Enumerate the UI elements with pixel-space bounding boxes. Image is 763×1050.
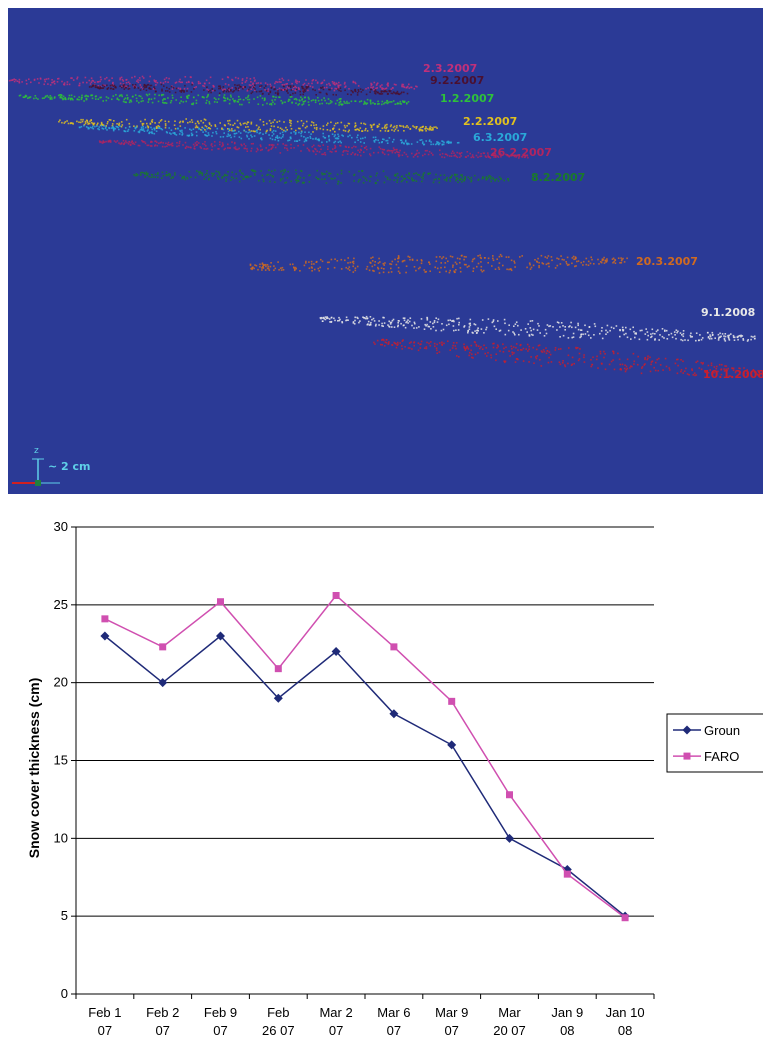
y-tick-label: 10 bbox=[54, 830, 68, 845]
x-tick-label: Jan 9 08 bbox=[551, 1005, 583, 1038]
x-tick-label: Feb 26 07 bbox=[262, 1005, 295, 1038]
axis-label: z bbox=[34, 446, 39, 456]
snow-thickness-chart: 0 5 10 15 20 25 30 Feb 1 07 Feb 2 07 Feb 9 07 Feb 26 0… bbox=[0, 500, 763, 1045]
scan-layer-7 bbox=[133, 168, 510, 185]
data-point bbox=[273, 693, 283, 703]
series-line bbox=[104, 594, 626, 919]
data-point bbox=[448, 697, 456, 705]
scan-layer-3 bbox=[18, 93, 410, 106]
y-tick-label: 25 bbox=[54, 597, 68, 612]
scan-layer-2 bbox=[88, 83, 409, 96]
y-tick-label: 5 bbox=[61, 908, 68, 923]
scan-layer-6 bbox=[98, 139, 529, 159]
scan-layer-label: 2.2.2007 bbox=[463, 115, 517, 128]
data-point bbox=[506, 791, 513, 799]
data-point bbox=[331, 647, 341, 657]
y-tick-label: 0 bbox=[61, 986, 68, 1001]
y-tick-label: 20 bbox=[54, 675, 68, 690]
scale-label: ~ 2 cm bbox=[48, 460, 91, 473]
scan-layer-label: 9.2.2007 bbox=[430, 74, 484, 87]
data-point bbox=[100, 631, 110, 641]
scan-layer-label: 20.3.2007 bbox=[636, 255, 698, 268]
data-point bbox=[217, 598, 224, 606]
x-tick-label: Jan 10 08 bbox=[606, 1005, 645, 1038]
scan-layer-10 bbox=[373, 338, 763, 378]
legend-label: FARO bbox=[704, 749, 739, 764]
data-point bbox=[159, 643, 167, 651]
scan-layer-4 bbox=[58, 118, 438, 133]
data-point bbox=[274, 665, 282, 673]
data-point bbox=[332, 591, 340, 599]
x-tick-label: Mar 20 07 bbox=[493, 1005, 526, 1038]
scan-layer-5 bbox=[78, 124, 460, 146]
scan-layer-label: 2.3.2007 bbox=[423, 62, 477, 75]
scan-layer-8 bbox=[249, 253, 628, 274]
x-tick-label: Mar 6 07 bbox=[377, 1005, 410, 1038]
legend-marker bbox=[682, 725, 692, 735]
data-point bbox=[101, 615, 109, 623]
line-chart: 0 5 10 15 20 25 30 Feb 1 07 Feb 2 07 Feb 9 07 Feb 26 0… bbox=[26, 519, 763, 1038]
legend-marker bbox=[683, 752, 691, 760]
scan-layer-label: 9.1.2008 bbox=[701, 306, 755, 319]
series-faro bbox=[101, 591, 629, 922]
y-tick-label: 30 bbox=[54, 519, 68, 534]
data-point bbox=[158, 678, 168, 688]
x-tick-label: Feb 2 07 bbox=[146, 1005, 179, 1038]
scan-layer-label: 10.1.2008 bbox=[703, 368, 763, 381]
legend-box bbox=[666, 713, 763, 773]
series-groun bbox=[100, 631, 630, 921]
x-tick-label: Feb 1 07 bbox=[88, 1005, 121, 1038]
x-tick-label: Mar 9 07 bbox=[435, 1005, 468, 1038]
scan-layer-label: 8.2.2007 bbox=[531, 171, 585, 184]
legend-label: Groun bbox=[704, 723, 740, 738]
series-line bbox=[104, 634, 626, 917]
scan-image-panel: 2.3.2007 9.2.2007 1.2.2007 2.2.2007 6.3.2007… bbox=[8, 8, 763, 494]
scan-layer-label: 6.3.2007 bbox=[473, 131, 527, 144]
scale-indicator: z ~ 2 cm bbox=[12, 446, 91, 486]
data-point bbox=[389, 709, 399, 719]
legend: Groun FARO bbox=[666, 713, 763, 773]
data-point bbox=[447, 740, 457, 750]
data-point bbox=[216, 631, 225, 641]
data-point bbox=[505, 833, 514, 843]
scan-layer-label: 26.2.2007 bbox=[490, 146, 552, 159]
data-point bbox=[563, 870, 571, 878]
y-axis-label: Snow cover thickness (cm) bbox=[26, 678, 42, 859]
y-tick-label: 15 bbox=[54, 753, 68, 768]
scan-layer-label: 1.2.2007 bbox=[440, 92, 494, 105]
scan-layer-9 bbox=[319, 315, 756, 342]
scan-layer-1 bbox=[8, 75, 418, 92]
x-tick-label: Mar 2 07 bbox=[319, 1005, 352, 1038]
data-point bbox=[621, 914, 629, 922]
data-point bbox=[390, 643, 398, 651]
x-tick-label: Feb 9 07 bbox=[204, 1005, 237, 1038]
